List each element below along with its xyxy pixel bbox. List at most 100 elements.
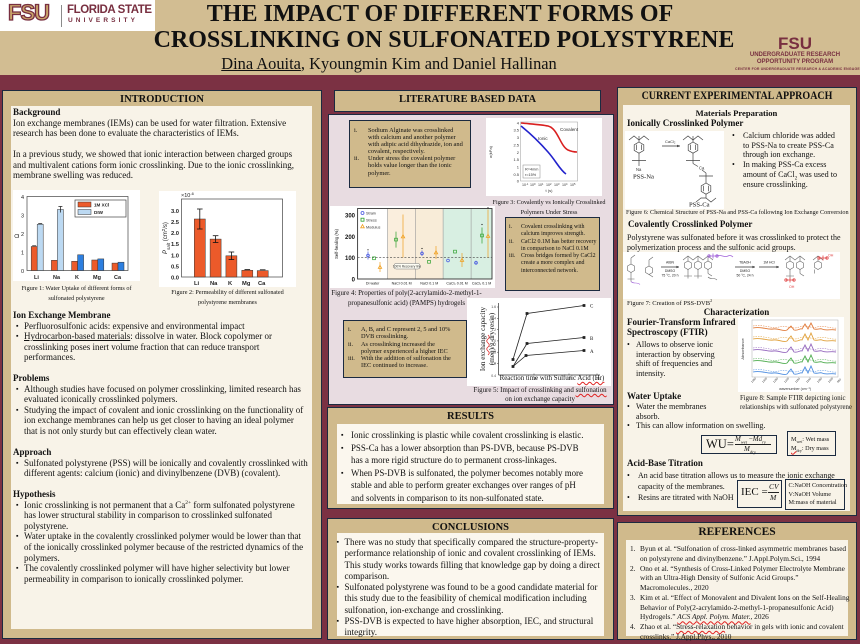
svg-text:0: 0 xyxy=(352,278,356,284)
svg-text:103: 103 xyxy=(554,182,560,188)
svg-text:Na: Na xyxy=(53,275,61,281)
svg-text:OH: OH xyxy=(828,254,834,258)
svg-text:0: 0 xyxy=(517,179,520,184)
svg-text:2.0: 2.0 xyxy=(171,231,179,237)
svg-text:1100: 1100 xyxy=(805,376,812,383)
svg-text:0.5: 0.5 xyxy=(171,265,180,271)
svg-text:1200: 1200 xyxy=(783,376,791,384)
svg-text:100: 100 xyxy=(530,182,536,188)
svg-text:K: K xyxy=(75,275,79,281)
svg-text:C: C xyxy=(590,305,594,310)
svg-text:1350: 1350 xyxy=(750,376,758,384)
svg-text:1000: 1000 xyxy=(827,376,835,384)
svg-text:3.5: 3.5 xyxy=(513,128,519,133)
svg-text:OH: OH xyxy=(789,285,795,289)
svg-text:0.5: 0.5 xyxy=(513,172,519,177)
svg-text:4: 4 xyxy=(21,195,24,201)
svg-text:Strain: Strain xyxy=(366,212,376,216)
svg-text:10-1: 10-1 xyxy=(522,182,529,188)
svg-text:t (s): t (s) xyxy=(546,188,554,193)
svg-text:3.0: 3.0 xyxy=(171,209,179,215)
svg-text:2: 2 xyxy=(21,232,24,238)
svg-text:DI water: DI water xyxy=(366,282,380,286)
svg-text:1: 1 xyxy=(517,165,520,170)
svg-text:3: 3 xyxy=(21,214,24,220)
svg-text:0.8: 0.8 xyxy=(491,350,496,354)
svg-text:CaCl₂ 0.01 M: CaCl₂ 0.01 M xyxy=(446,282,467,286)
svg-text:Modulus: Modulus xyxy=(366,226,380,230)
svg-text:σ(kPa): σ(kPa) xyxy=(488,145,493,158)
svg-text:0.0: 0.0 xyxy=(171,276,179,282)
svg-text:Ca: Ca xyxy=(258,281,266,287)
svg-text:PSS-Na: PSS-Na xyxy=(633,174,654,181)
svg-text:4: 4 xyxy=(517,121,520,126)
svg-text:75 °C, 20 h: 75 °C, 20 h xyxy=(661,274,678,278)
svg-text:1.0: 1.0 xyxy=(491,339,496,343)
svg-text:Covalent: Covalent xyxy=(560,127,579,132)
svg-text:50 °C, 24 h: 50 °C, 24 h xyxy=(736,274,753,278)
svg-text:r=15%: r=15% xyxy=(525,173,537,177)
svg-text:R=4mm: R=4mm xyxy=(525,168,538,172)
svg-text:1.0: 1.0 xyxy=(171,253,179,259)
svg-text:CaCl₂: CaCl₂ xyxy=(665,139,676,144)
svg-text:CaCl₂ 0.1 M: CaCl₂ 0.1 M xyxy=(472,282,491,286)
svg-text:NaCl 0.01 M: NaCl 0.01 M xyxy=(392,282,412,286)
svg-text:1.4: 1.4 xyxy=(491,317,496,321)
svg-text:950: 950 xyxy=(836,377,842,383)
svg-text:DIW: DIW xyxy=(94,210,104,215)
svg-text:1.5: 1.5 xyxy=(171,242,180,248)
svg-text:102: 102 xyxy=(546,182,552,188)
svg-text:Na: Na xyxy=(210,281,218,287)
svg-text:Li: Li xyxy=(34,275,39,281)
svg-text:300: 300 xyxy=(345,214,356,220)
svg-text:DMSO: DMSO xyxy=(665,269,676,273)
svg-text:200: 200 xyxy=(345,235,356,241)
svg-text:1: 1 xyxy=(21,251,24,257)
svg-text:1300: 1300 xyxy=(761,376,769,384)
svg-text:Ca: Ca xyxy=(699,166,705,171)
svg-text:3: 3 xyxy=(517,135,520,140)
svg-text:Psalt (cm2/s): Psalt (cm2/s) xyxy=(161,222,171,254)
svg-text:Absorbance: Absorbance xyxy=(740,338,745,360)
svg-text:1.6: 1.6 xyxy=(491,305,496,309)
svg-text:AIBN: AIBN xyxy=(666,261,674,265)
svg-text:Na: Na xyxy=(636,167,642,172)
svg-text:wavenumber (cm⁻¹): wavenumber (cm⁻¹) xyxy=(779,387,811,391)
svg-text:30: 30 xyxy=(596,377,600,381)
svg-text:105: 105 xyxy=(570,182,576,188)
svg-text:10: 10 xyxy=(533,377,537,381)
svg-text:2: 2 xyxy=(517,150,520,155)
svg-text:Mg: Mg xyxy=(93,275,101,281)
svg-text:Ω: Ω xyxy=(15,233,21,238)
svg-text:2.5: 2.5 xyxy=(171,220,180,226)
svg-text:1150: 1150 xyxy=(794,376,801,383)
svg-text:101: 101 xyxy=(538,182,544,188)
svg-text:1250: 1250 xyxy=(772,376,780,384)
svg-text:100: 100 xyxy=(345,256,356,262)
svg-text:×10-6: ×10-6 xyxy=(181,191,195,199)
svg-text:Ca: Ca xyxy=(114,275,122,281)
svg-text:1M XCl: 1M XCl xyxy=(94,203,109,208)
svg-text:NaCl 0.1 M: NaCl 0.1 M xyxy=(420,282,438,286)
svg-text:PSS-Ca: PSS-Ca xyxy=(689,202,710,209)
svg-text:TBAOH: TBAOH xyxy=(739,261,751,265)
svg-text:0: 0 xyxy=(21,269,24,275)
svg-text:B: B xyxy=(590,337,594,342)
svg-text:DMSO: DMSO xyxy=(740,269,751,273)
svg-text:100% Recovery line: 100% Recovery line xyxy=(393,265,422,269)
svg-text:1.5: 1.5 xyxy=(513,157,519,162)
svg-text:A: A xyxy=(590,350,594,355)
svg-text:1M HCl: 1M HCl xyxy=(763,261,775,265)
svg-text:1050: 1050 xyxy=(816,376,824,384)
svg-text:2.5: 2.5 xyxy=(513,143,519,148)
svg-text:Self-healing (%): Self-healing (%) xyxy=(334,229,339,259)
svg-text:1.2: 1.2 xyxy=(491,328,496,332)
svg-text:Li: Li xyxy=(194,281,200,287)
svg-text:20: 20 xyxy=(568,377,572,381)
svg-text:0.6: 0.6 xyxy=(491,362,496,366)
svg-text:Stress: Stress xyxy=(366,219,377,223)
svg-text:Mg: Mg xyxy=(242,281,251,287)
svg-text:104: 104 xyxy=(562,182,568,188)
svg-text:K: K xyxy=(228,281,233,287)
svg-text:Ionic: Ionic xyxy=(538,136,548,141)
